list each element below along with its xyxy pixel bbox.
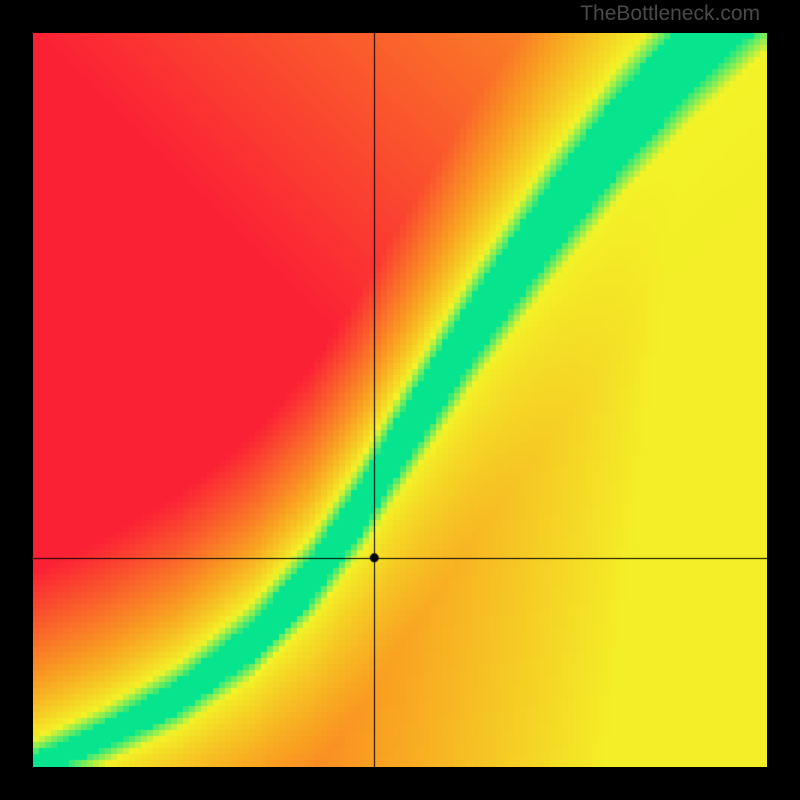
plot-area [33, 33, 767, 767]
heatmap-canvas [33, 33, 767, 767]
chart-container: TheBottleneck.com [0, 0, 800, 800]
watermark-text: TheBottleneck.com [580, 2, 760, 26]
